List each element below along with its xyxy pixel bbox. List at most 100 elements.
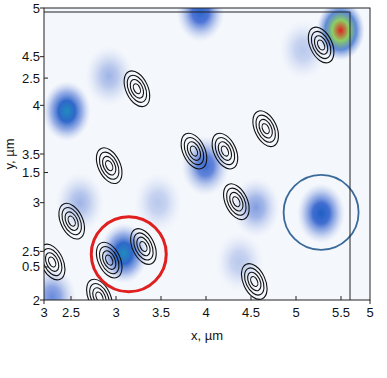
- tick: [40, 300, 44, 301]
- contour: [207, 129, 243, 173]
- contour: [248, 107, 284, 151]
- inner-frame: [350, 12, 351, 300]
- tick-label: 5: [292, 305, 299, 320]
- contour-ring: [47, 256, 57, 268]
- contour-ring: [96, 243, 123, 276]
- axis-title: y, µm: [2, 138, 17, 169]
- tick: [44, 266, 48, 267]
- tick-label: 4.5: [22, 49, 40, 64]
- contour-ring: [100, 154, 119, 177]
- contour-ring: [185, 140, 204, 163]
- contour: [218, 180, 254, 224]
- contour-ring: [119, 67, 155, 111]
- contour-ring: [104, 160, 114, 172]
- tick-label: 5: [33, 1, 40, 16]
- tick: [206, 296, 207, 300]
- contour-ring: [303, 23, 339, 67]
- contour-ring: [252, 112, 279, 145]
- inner-frame: [44, 12, 350, 13]
- tick: [40, 154, 44, 155]
- heat-spot: [134, 173, 182, 233]
- heat-spot: [279, 20, 327, 80]
- contour-ring: [236, 260, 272, 300]
- heat-spot: [44, 81, 91, 141]
- heat-spot: [232, 178, 280, 238]
- contour-ring: [86, 280, 113, 300]
- contour-ring: [307, 28, 334, 61]
- contour: [54, 199, 90, 243]
- tick-label: 0.5: [22, 259, 40, 274]
- contour-ring: [218, 180, 254, 224]
- tick: [161, 296, 162, 300]
- tick-label: 3.5: [22, 147, 40, 162]
- contour-ring: [256, 117, 275, 140]
- heat-spot: [56, 173, 104, 233]
- contour-ring: [211, 134, 238, 167]
- contour-ring: [248, 107, 284, 151]
- contour: [44, 240, 70, 284]
- tick-label: 5: [366, 305, 373, 320]
- contour-ring: [62, 210, 81, 233]
- tick: [44, 172, 48, 173]
- contour: [119, 67, 155, 111]
- contour-ring: [96, 149, 123, 182]
- contour-ring: [132, 83, 142, 95]
- tick-label: 2: [33, 293, 40, 308]
- heat-spot: [297, 183, 345, 243]
- contour: [125, 225, 161, 269]
- tick-label: 5.5: [332, 305, 350, 320]
- tick-label: 2.5: [22, 244, 40, 259]
- contour-ring: [261, 123, 271, 135]
- contour: [236, 260, 272, 300]
- contour-ring: [128, 77, 147, 100]
- contour-ring: [44, 240, 70, 284]
- heat-spot: [216, 232, 264, 292]
- contour: [91, 144, 127, 188]
- tick: [40, 8, 44, 9]
- tick: [296, 296, 297, 300]
- chart: 352.533.544.555.522.533.544.550.51.52.5x…: [0, 0, 387, 378]
- contour-ring: [312, 34, 331, 57]
- contour-ring: [91, 144, 127, 188]
- highlight-circle: [284, 175, 359, 250]
- tick-label: 1.5: [22, 165, 40, 180]
- contour-ring: [138, 240, 148, 252]
- tick-label: 2.5: [62, 305, 80, 320]
- contour-ring: [231, 196, 241, 208]
- tick: [341, 296, 342, 300]
- tick-label: 3: [40, 305, 47, 320]
- contour-ring: [44, 245, 66, 278]
- contour-ring: [216, 140, 235, 163]
- heat-spot: [176, 8, 224, 42]
- plot-area: [44, 8, 370, 300]
- contour-ring: [125, 225, 161, 269]
- contour-ring: [207, 129, 243, 173]
- tick-label: 3: [33, 195, 40, 210]
- tick: [116, 296, 117, 300]
- contour-ring: [316, 39, 326, 51]
- contour-ring: [241, 265, 268, 298]
- tick: [44, 300, 45, 304]
- tick-label: 4: [33, 98, 40, 113]
- tick: [40, 56, 44, 57]
- contour-ring: [220, 145, 230, 157]
- outer-frame: [44, 8, 370, 300]
- contour-ring: [123, 72, 150, 105]
- contour: [303, 23, 339, 67]
- contour: [176, 129, 212, 173]
- highlight-circle: [91, 217, 166, 292]
- tick-label: 4.5: [242, 305, 260, 320]
- axis-title: x, µm: [191, 328, 223, 343]
- plot-background: [44, 8, 370, 300]
- tick: [40, 251, 44, 252]
- tick: [251, 296, 252, 300]
- contour-ring: [176, 129, 212, 173]
- tick: [40, 202, 44, 203]
- contour-ring: [100, 249, 119, 272]
- contour-ring: [223, 185, 250, 218]
- contour-ring: [44, 251, 62, 274]
- tick: [71, 296, 72, 300]
- contour-ring: [67, 215, 77, 227]
- contour-ring: [94, 291, 104, 300]
- tick: [370, 300, 371, 304]
